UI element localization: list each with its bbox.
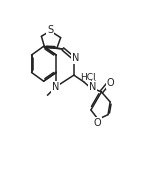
Text: N: N	[89, 82, 96, 92]
Text: O: O	[107, 78, 114, 88]
Text: N: N	[72, 53, 80, 63]
Text: HCl: HCl	[80, 73, 96, 82]
Text: S: S	[47, 25, 53, 35]
Text: H: H	[89, 80, 96, 89]
Text: O: O	[94, 118, 101, 128]
Text: N: N	[52, 82, 59, 92]
